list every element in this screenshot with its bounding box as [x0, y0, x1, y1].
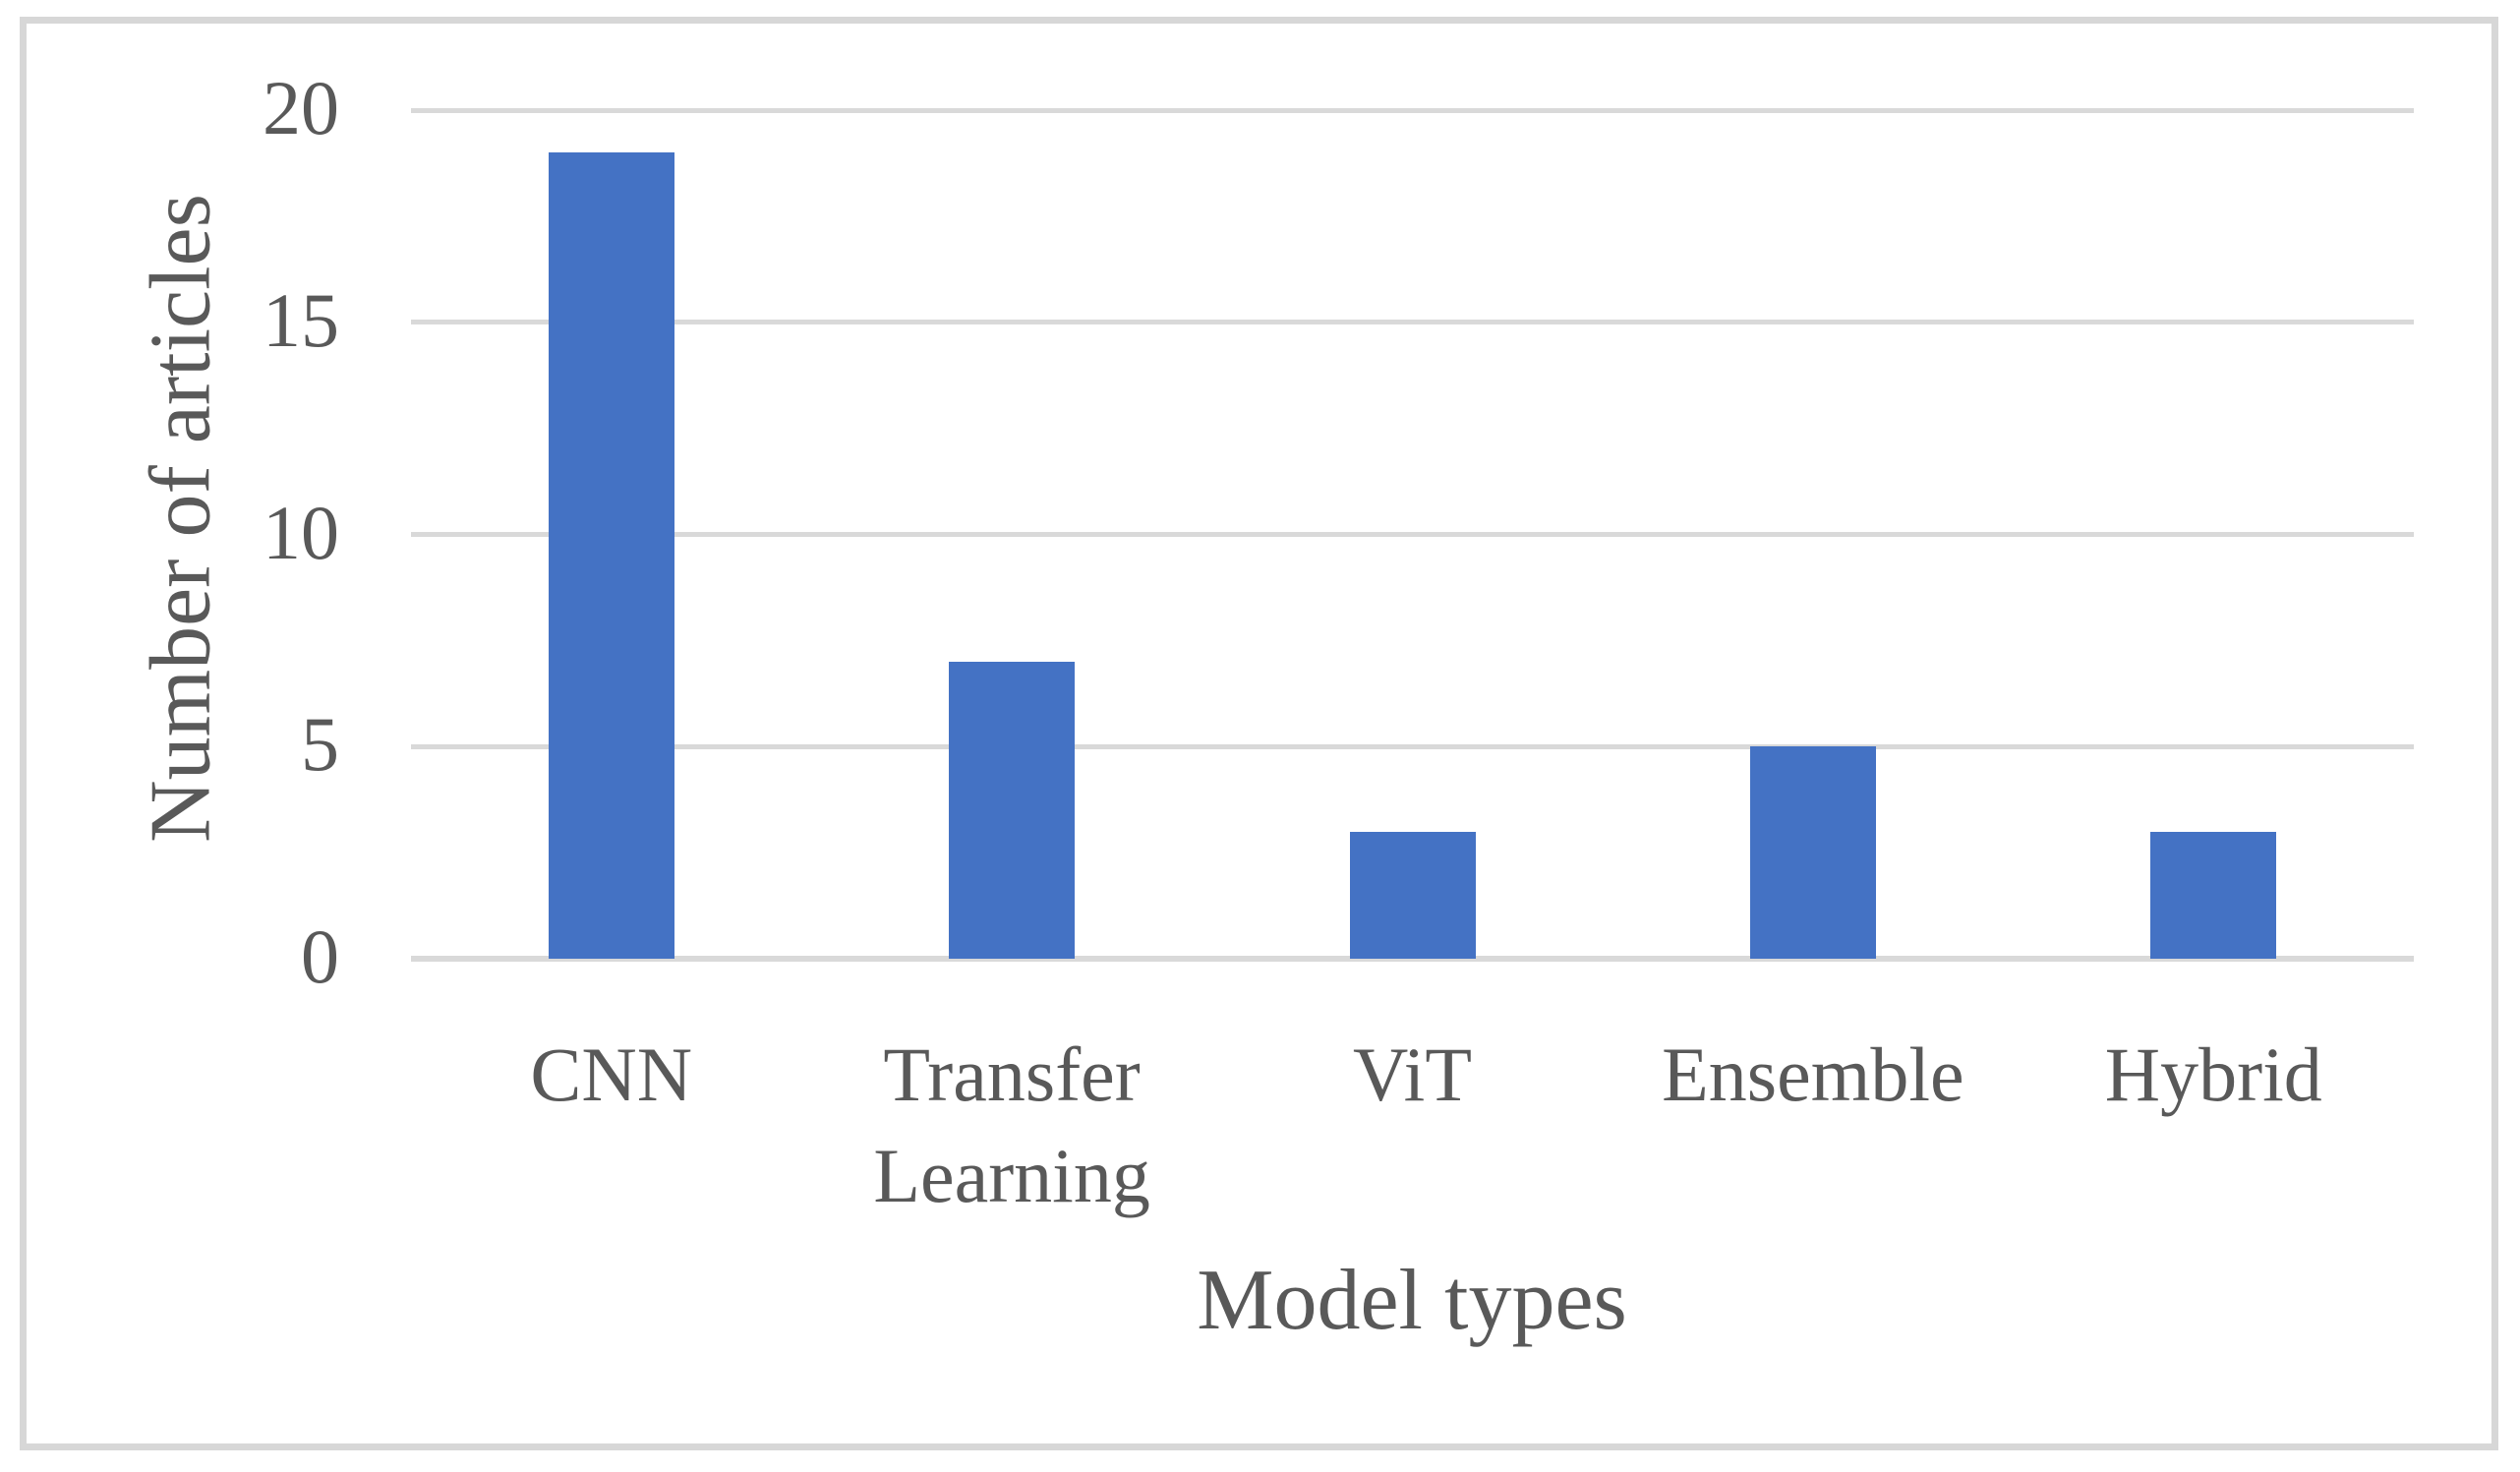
- bar-ensemble: [1749, 746, 1876, 959]
- gridline: [411, 320, 2414, 325]
- bar-vit: [1349, 831, 1476, 959]
- bar-hybrid: [2150, 831, 2277, 959]
- x-axis-line: [411, 956, 2414, 962]
- gridline: [411, 532, 2414, 537]
- figure-frame: [20, 17, 2498, 1450]
- gridline: [411, 743, 2414, 749]
- y-tick-label: 15: [263, 276, 339, 363]
- y-tick-label: 0: [301, 913, 339, 1000]
- x-category-label: CNN: [530, 1031, 693, 1117]
- bar-transfer-learning: [949, 661, 1076, 959]
- y-tick-label: 10: [263, 489, 339, 575]
- y-tick-label: 5: [301, 701, 339, 788]
- gridline: [411, 107, 2414, 113]
- x-axis-title: Model types: [1197, 1253, 1627, 1348]
- bar-cnn: [548, 152, 674, 959]
- x-category-label: ViT: [1353, 1031, 1472, 1117]
- x-category-label: Hybrid: [2104, 1031, 2322, 1117]
- x-category-label: Transfer Learning: [873, 1031, 1150, 1218]
- y-tick-label: 20: [263, 65, 339, 151]
- y-axis-tick-labels: 0 5 10 15 20: [0, 65, 339, 999]
- plot-area: [411, 107, 2414, 962]
- x-category-label: Ensemble: [1662, 1031, 1964, 1117]
